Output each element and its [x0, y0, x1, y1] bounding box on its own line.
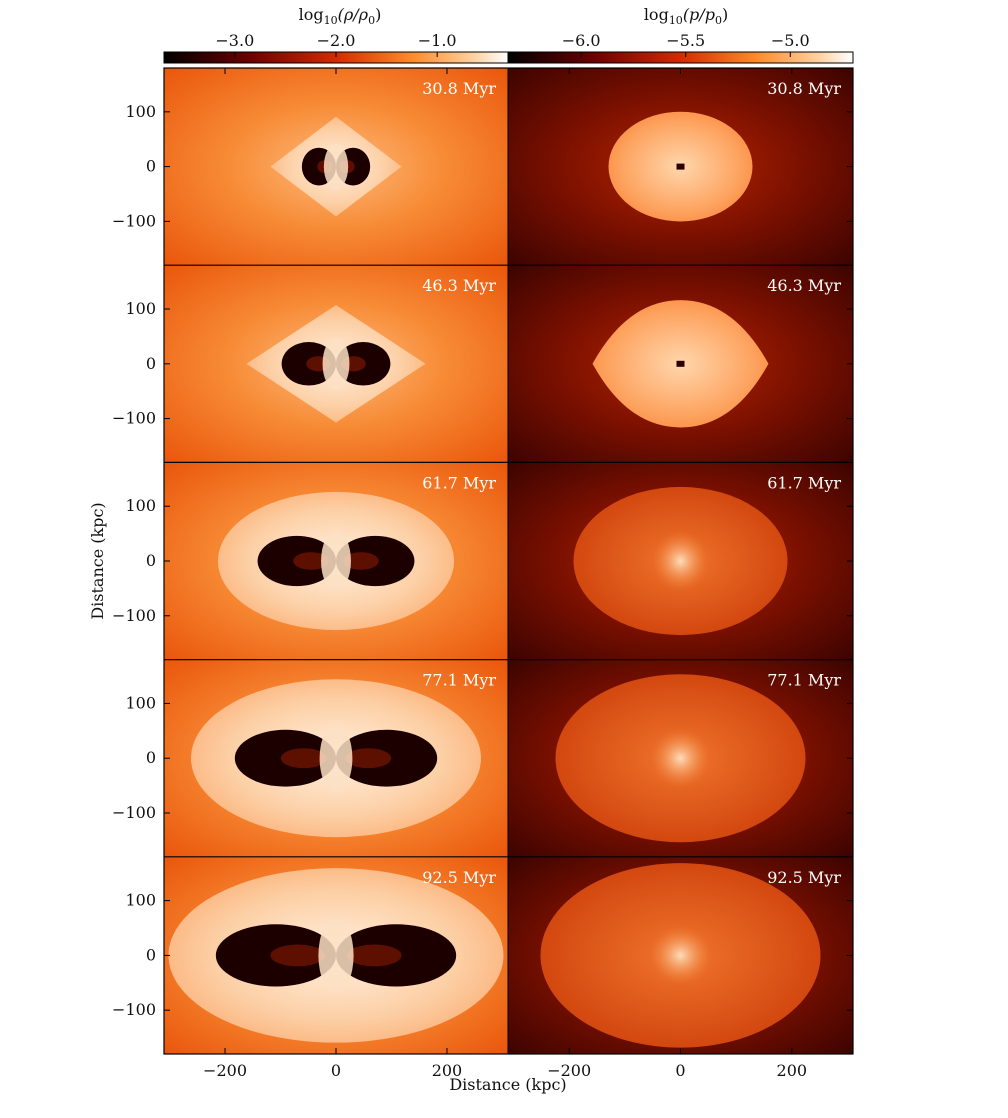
colorbar-density-label: log10(ρ/ρ0) [299, 5, 382, 27]
time-label: 61.7 Myr [422, 473, 496, 492]
y-tick-label: −100 [112, 409, 156, 428]
density-panel [164, 265, 508, 463]
time-label: 46.3 Myr [767, 276, 841, 295]
x-tick-label: −200 [203, 1061, 247, 1080]
density-panel [164, 462, 508, 660]
y-tick-label: 100 [125, 693, 156, 712]
colorbar-pressure-label: log10(p/p0) [644, 5, 728, 27]
y-tick-label: −100 [112, 1000, 156, 1019]
pressure-panel [508, 659, 853, 857]
time-label: 30.8 Myr [767, 79, 841, 98]
panel-grid: 30.8 Myr 30.8 Myr 46.3 Myr 46.3 Myr 61.7 Myr… [164, 68, 853, 1054]
pressure-panel [508, 68, 853, 266]
time-label: 46.3 Myr [422, 276, 496, 295]
y-tick-label: −100 [112, 803, 156, 822]
time-label: 61.7 Myr [767, 473, 841, 492]
y-tick-label: 0 [146, 551, 156, 570]
colorbars: log10(ρ/ρ0) log10(p/p0) −3.0 −2.0 −1.0 −6.0… [163, 5, 854, 64]
y-tick-label: 0 [146, 354, 156, 373]
y-tick-label: 0 [146, 945, 156, 964]
axes: 100 0 −100 100 0 −100 100 0 −100 100 0 −100 100 0 −100… [112, 67, 854, 1080]
y-tick-label: 100 [125, 102, 156, 121]
y-tick-label: 100 [125, 496, 156, 515]
x-tick-label: 0 [675, 1061, 685, 1080]
colorbar-tick-label: −5.5 [666, 31, 705, 50]
x-tick-label: 200 [432, 1061, 463, 1080]
time-label: 92.5 Myr [422, 868, 496, 887]
time-label: 30.8 Myr [422, 79, 496, 98]
density-panel [164, 68, 508, 266]
x-tick-label: 0 [331, 1061, 341, 1080]
colorbar-tick-label: −3.0 [215, 31, 254, 50]
y-axis-label: Distance (kpc) [88, 502, 107, 619]
pressure-panel [508, 462, 853, 660]
y-tick-label: −100 [112, 211, 156, 230]
pressure-panel [508, 265, 853, 463]
y-tick-label: −100 [112, 606, 156, 625]
time-label: 92.5 Myr [767, 868, 841, 887]
density-panel [164, 856, 508, 1054]
colorbar-tick-label: −6.0 [562, 31, 601, 50]
density-panel [164, 659, 508, 857]
time-label: 77.1 Myr [422, 671, 496, 690]
x-tick-label: −200 [547, 1061, 591, 1080]
y-tick-label: 100 [125, 299, 156, 318]
y-tick-label: 0 [146, 748, 156, 767]
colorbar-tick-label: −5.0 [771, 31, 810, 50]
colorbar-pressure [507, 51, 854, 64]
y-tick-label: 0 [146, 157, 156, 176]
x-axis-label: Distance (kpc) [449, 1075, 566, 1094]
time-label: 77.1 Myr [767, 671, 841, 690]
y-tick-label: 100 [125, 891, 156, 910]
pressure-panel [508, 856, 853, 1054]
colorbar-tick-label: −2.0 [317, 31, 356, 50]
colorbar-tick-label: −1.0 [418, 31, 457, 50]
x-tick-label: 200 [777, 1061, 808, 1080]
